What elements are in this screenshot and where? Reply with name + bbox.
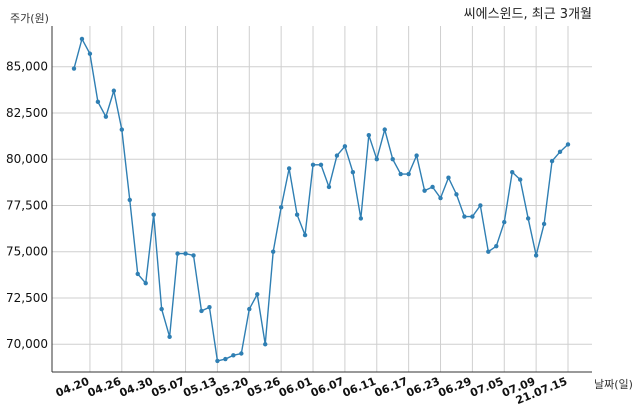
x-tick-labels: 04.2004.2604.3005.0705.1305.2005.2606.01… <box>54 375 569 408</box>
price-point <box>454 192 459 197</box>
price-point <box>207 305 212 310</box>
price-point <box>175 251 180 256</box>
y-tick-label: 82,500 <box>6 106 48 120</box>
y-axis-title: 주가(원) <box>10 12 49 25</box>
price-point <box>374 157 379 162</box>
price-point <box>183 251 188 256</box>
price-point <box>462 214 467 219</box>
price-point <box>533 253 539 258</box>
price-point <box>446 175 451 180</box>
price-point <box>191 253 196 258</box>
y-tick-labels: 70,000 72,500 75,000 77,500 80,000 82,500 85,0… <box>6 60 48 352</box>
price-point <box>270 249 276 254</box>
price-point <box>310 162 316 167</box>
price-point <box>342 144 348 149</box>
y-tick-label: 75,000 <box>6 245 48 259</box>
y-tick-label: 70,000 <box>6 337 48 351</box>
price-point <box>549 158 555 164</box>
price-point <box>215 358 220 364</box>
x-axis-title: 날짜(일) <box>594 377 633 391</box>
price-point <box>71 66 77 71</box>
price-point <box>103 114 109 119</box>
price-point <box>151 212 156 217</box>
price-point <box>478 203 483 208</box>
price-point <box>326 184 332 190</box>
price-point <box>366 132 372 138</box>
price-point <box>119 127 125 132</box>
price-point <box>398 171 403 177</box>
price-point <box>406 171 411 177</box>
price-point <box>502 219 507 225</box>
price-point <box>510 169 515 175</box>
price-point <box>223 356 228 362</box>
price-point <box>565 142 571 147</box>
price-point <box>486 249 491 254</box>
price-point <box>557 149 563 155</box>
y-tick-label: 85,000 <box>6 60 48 74</box>
price-point <box>517 177 523 182</box>
price-point <box>470 214 475 219</box>
price-point <box>79 36 85 42</box>
grid-lines <box>52 26 592 372</box>
price-point <box>414 153 419 158</box>
y-tick-label: 80,000 <box>6 152 48 166</box>
price-point <box>382 127 387 132</box>
price-point <box>87 51 93 56</box>
price-point <box>239 351 244 356</box>
price-point <box>525 216 531 221</box>
price-point <box>199 308 204 314</box>
price-point <box>494 243 499 249</box>
price-point <box>247 306 252 312</box>
price-point <box>350 169 356 175</box>
price-point <box>127 197 132 203</box>
price-point <box>422 188 427 193</box>
price-point <box>111 88 117 93</box>
price-point <box>430 184 435 190</box>
y-tick-label: 77,500 <box>6 198 48 212</box>
price-point <box>294 212 300 217</box>
price-point <box>135 271 140 277</box>
price-point <box>263 342 268 347</box>
price-point <box>334 153 340 158</box>
price-point <box>541 221 547 227</box>
price-point <box>438 195 443 201</box>
price-point <box>143 280 148 286</box>
price-point <box>302 232 308 238</box>
price-point <box>95 99 101 105</box>
price-series-line <box>73 37 569 362</box>
axes <box>51 26 592 373</box>
price-point <box>278 205 284 210</box>
price-point <box>286 166 292 171</box>
y-tick-label: 72,500 <box>6 291 48 305</box>
price-point <box>231 353 236 358</box>
price-point <box>159 306 164 312</box>
price-points <box>71 36 571 364</box>
price-point <box>255 292 260 297</box>
chart-title: 씨에스윈드, 최근 3개월 <box>464 7 592 22</box>
price-point <box>167 334 172 340</box>
price-point <box>390 157 395 162</box>
price-point <box>318 162 324 167</box>
price-point <box>358 216 364 221</box>
